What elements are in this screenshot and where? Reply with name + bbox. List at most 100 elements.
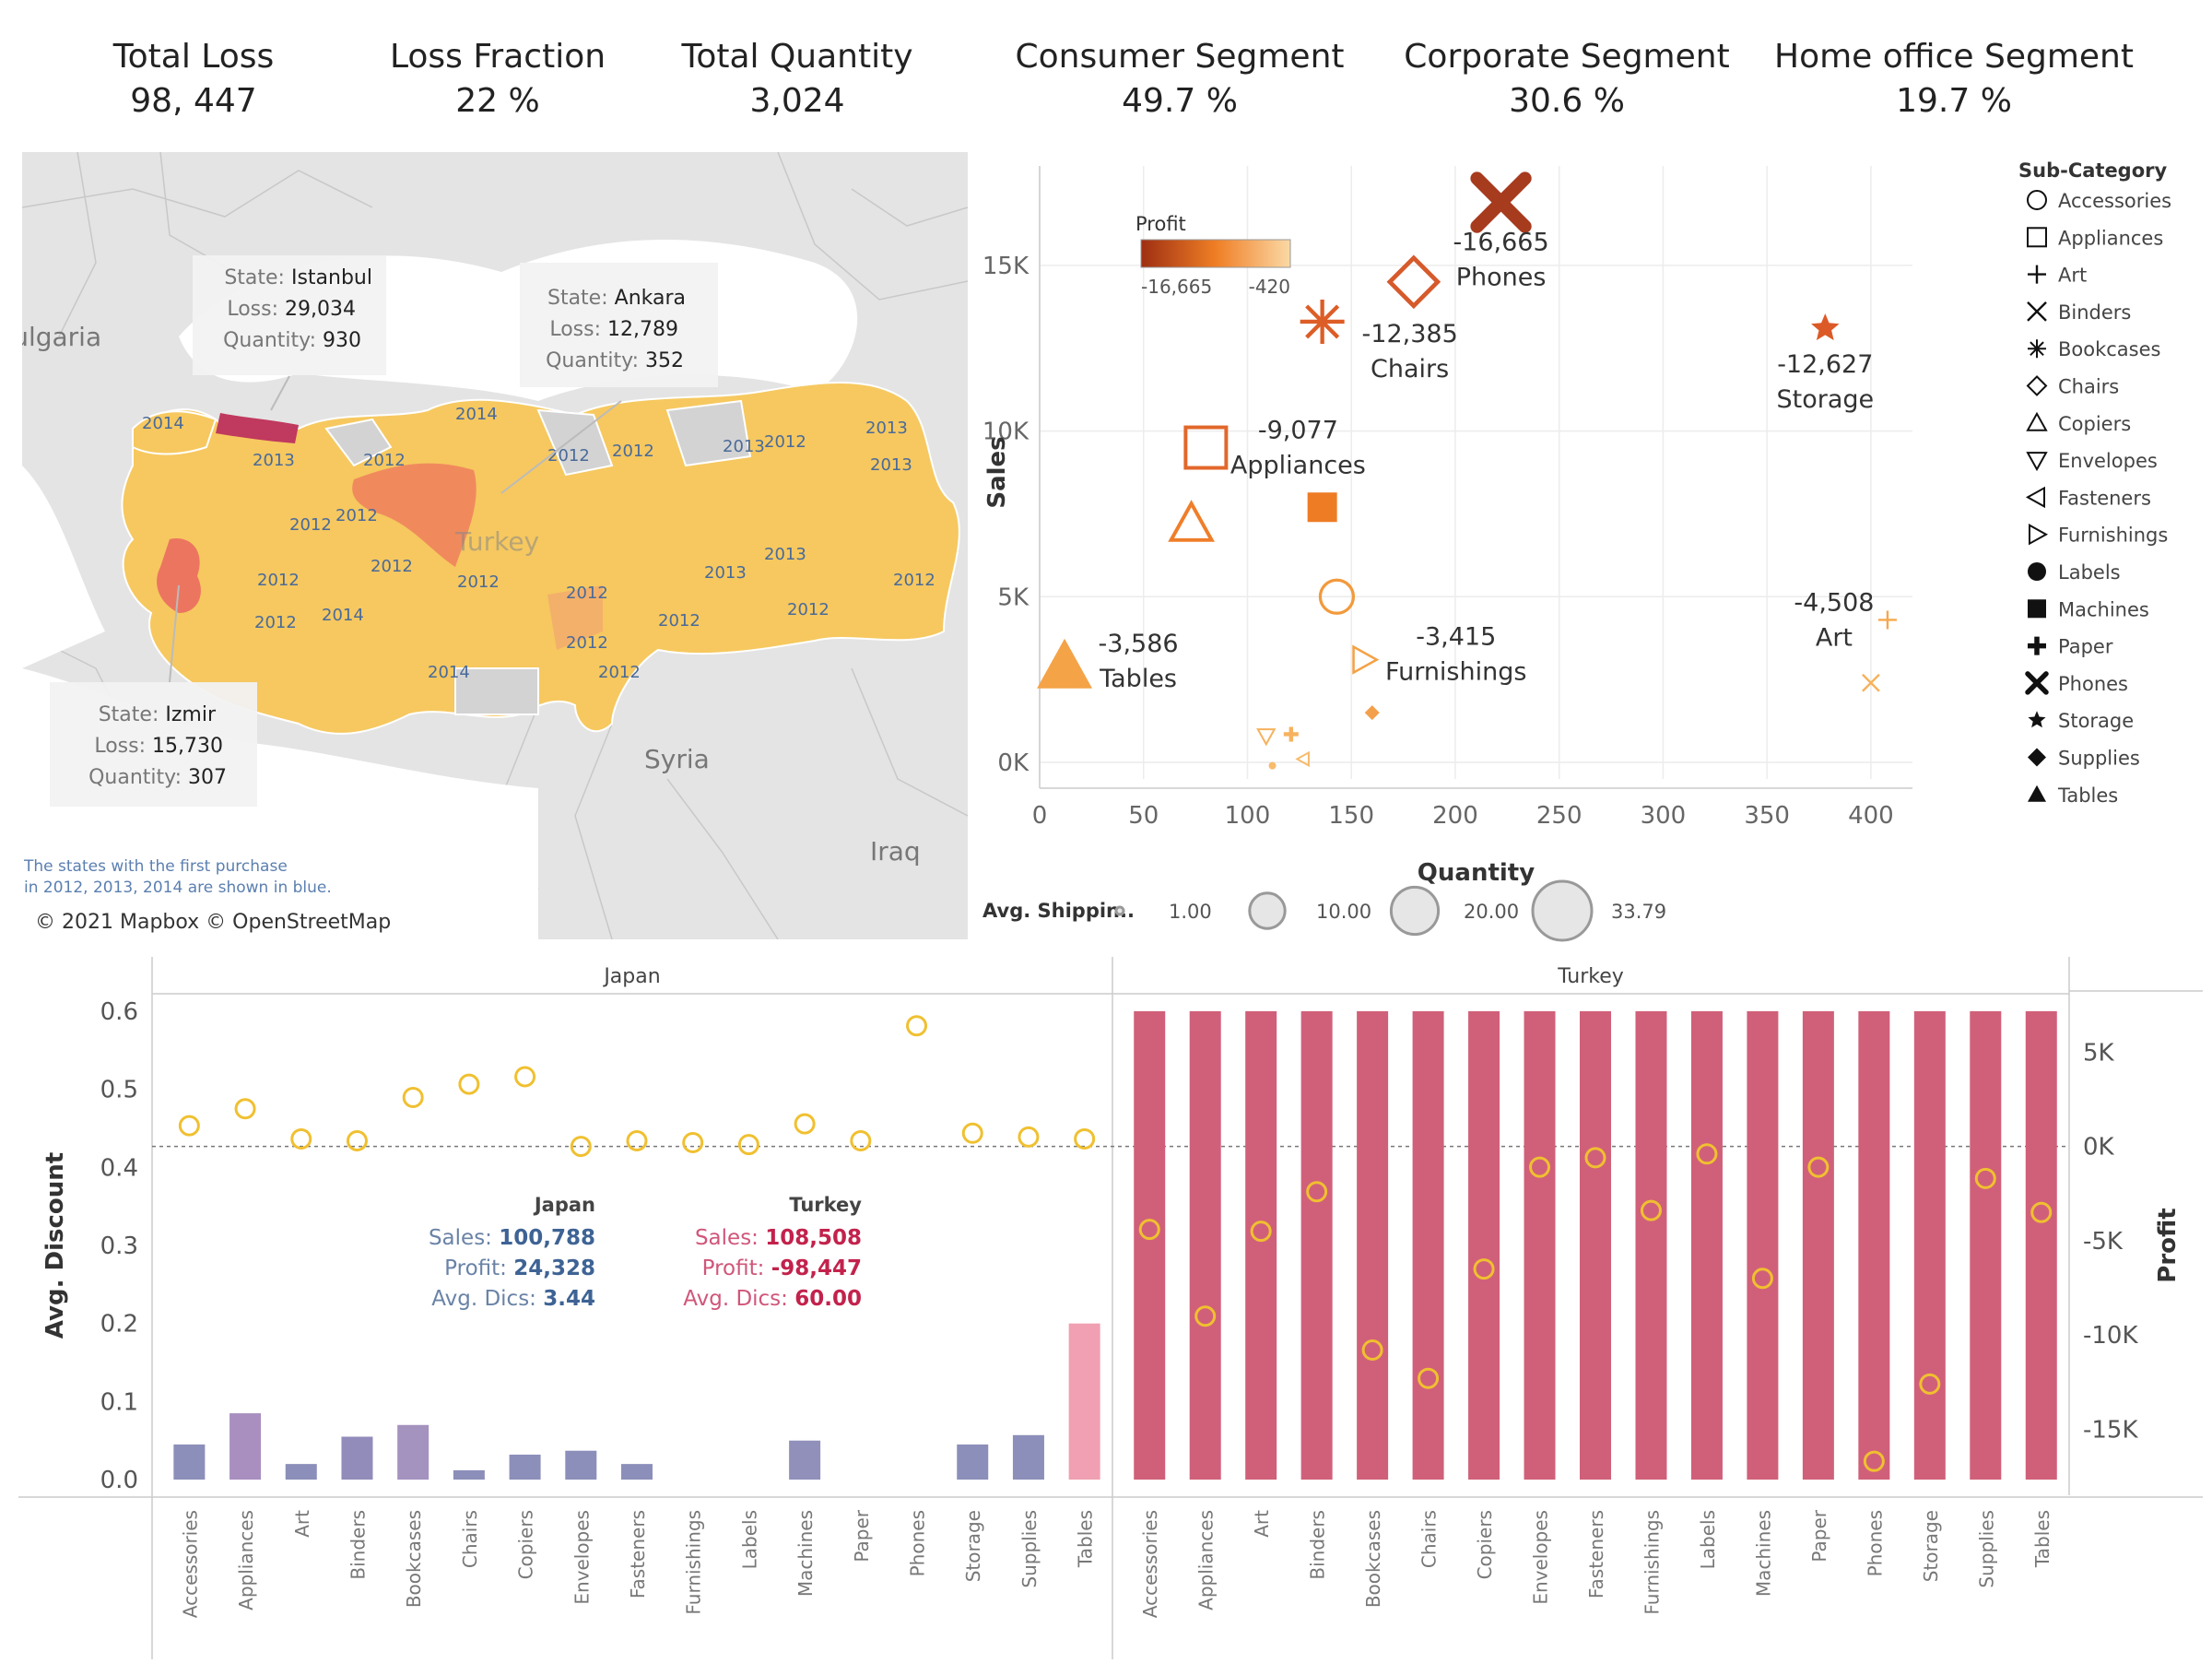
profit-marker-turkey-storage[interactable] [1919,1373,1941,1395]
province-izmir[interactable] [157,538,201,613]
province-adana[interactable] [547,585,603,650]
legend-marker-tables[interactable] [2028,784,2046,802]
legend-marker-storage[interactable] [2028,711,2046,728]
profit-marker-japan-envelopes[interactable] [570,1136,592,1158]
map-attribution[interactable]: © 2021 Mapbox © OpenStreetMap [35,911,391,934]
province-istanbul[interactable] [216,413,299,443]
point-paper[interactable] [1283,726,1299,742]
province-ankara[interactable] [352,463,477,567]
discount-bar-turkey-supplies[interactable] [1970,1010,2002,1480]
discount-bar-turkey-envelopes[interactable] [1524,1010,1556,1480]
discount-bar-turkey-appliances[interactable] [1189,1010,1221,1480]
profit-marker-turkey-fasteners[interactable] [1584,1147,1606,1169]
legend-marker-machines[interactable] [2028,599,2046,619]
legend-item-labels[interactable]: Labels [2028,561,2121,584]
legend-item-envelopes[interactable]: Envelopes [2026,450,2158,472]
point-machines[interactable] [1307,492,1337,523]
discount-bar-japan-storage[interactable] [957,1444,989,1480]
discount-bar-japan-appliances[interactable] [229,1413,262,1480]
point-chairs[interactable] [1386,254,1441,310]
legend-item-tables[interactable]: Tables [2028,784,2118,807]
legend-item-chairs[interactable]: Chairs [2026,375,2119,398]
point-accessories[interactable] [1318,578,1356,615]
point-bookcases[interactable] [1300,299,1345,344]
discount-bar-turkey-tables[interactable] [2025,1010,2057,1480]
province-gray[interactable] [536,408,614,477]
legend-item-appliances[interactable]: Appliances [2027,227,2163,249]
discount-bar-japan-art[interactable] [285,1464,317,1480]
legend-marker-furnishings[interactable] [2029,524,2049,546]
profit-marker-japan-fasteners[interactable] [626,1129,648,1151]
profit-marker-japan-bookcases[interactable] [402,1086,424,1108]
discount-bar-japan-machines[interactable] [789,1440,821,1480]
legend-item-machines[interactable]: Machines [2028,598,2149,620]
discount-bar-turkey-paper[interactable] [1802,1010,1834,1480]
profit-marker-turkey-tables[interactable] [2030,1201,2053,1223]
sales-quantity-scatter[interactable]: 0 50 100 150 200 250 300 350 400 0K 5K 10K 15K Quanti… [977,147,2212,949]
profit-marker-japan-tables[interactable] [1074,1127,1096,1150]
profit-marker-japan-labels[interactable] [737,1134,759,1156]
profit-marker-japan-machines[interactable] [794,1113,816,1135]
profit-marker-turkey-appliances[interactable] [1194,1305,1217,1327]
profit-marker-turkey-copiers[interactable] [1473,1258,1495,1280]
legend-item-bookcases[interactable]: Bookcases [2028,338,2160,360]
discount-bar-japan-chairs[interactable] [453,1469,485,1480]
profit-marker-turkey-phones[interactable] [1863,1450,1885,1472]
profit-marker-turkey-accessories[interactable] [1138,1219,1160,1241]
profit-marker-japan-storage[interactable] [961,1122,983,1144]
profit-marker-turkey-binders[interactable] [1306,1181,1328,1203]
discount-bar-japan-fasteners[interactable] [621,1464,653,1480]
discount-bar-turkey-accessories[interactable] [1134,1010,1166,1480]
legend-item-art[interactable]: Art [2028,265,2087,287]
legend-item-copiers[interactable]: Copiers [2026,411,2131,435]
discount-bar-turkey-machines[interactable] [1747,1010,1779,1480]
legend-marker-copiers[interactable] [2026,411,2048,431]
legend-item-storage[interactable]: Storage [2028,710,2134,732]
legend-marker-labels[interactable] [2028,562,2046,581]
profit-marker-turkey-bookcases[interactable] [1361,1339,1383,1362]
legend-marker-binders[interactable] [2027,301,2047,322]
discount-bar-turkey-art[interactable] [1245,1010,1277,1480]
profit-marker-turkey-paper[interactable] [1807,1156,1830,1178]
discount-bar-turkey-storage[interactable] [1913,1010,1946,1480]
point-supplies[interactable] [1364,705,1380,721]
legend-marker-art[interactable] [2028,265,2046,284]
legend-item-binders[interactable]: Binders [2027,301,2131,324]
thrace-region[interactable] [132,410,218,455]
discount-bar-japan-accessories[interactable] [173,1444,206,1480]
discount-bar-turkey-copiers[interactable] [1468,1010,1500,1480]
profit-marker-japan-binders[interactable] [346,1129,368,1151]
legend-marker-envelopes[interactable] [2026,452,2048,472]
discount-bar-japan-supplies[interactable] [1012,1434,1044,1480]
point-tables[interactable] [1037,638,1093,689]
discount-bar-japan-envelopes[interactable] [565,1450,597,1480]
profit-marker-japan-appliances[interactable] [234,1098,256,1120]
discount-bar-japan-tables[interactable] [1068,1323,1100,1480]
point-art[interactable] [1877,610,1897,630]
profit-marker-turkey-furnishings[interactable] [1640,1199,1662,1221]
map-canvas[interactable]: 2014 2013 2012 2012 2014 2012 2012 2013 … [22,152,968,939]
legend-marker-supplies[interactable] [2028,748,2046,767]
point-binders[interactable] [1862,673,1880,692]
point-envelopes[interactable] [1256,728,1277,747]
point-copiers[interactable] [1168,500,1215,542]
legend-marker-phones[interactable] [2025,671,2049,695]
point-fasteners[interactable] [1295,750,1310,768]
profit-marker-japan-accessories[interactable] [178,1115,200,1137]
discount-bar-japan-bookcases[interactable] [397,1424,429,1480]
profit-marker-japan-supplies[interactable] [1018,1126,1040,1148]
point-storage[interactable] [1811,313,1840,341]
legend-marker-bookcases[interactable] [2028,339,2046,359]
discount-bar-turkey-binders[interactable] [1300,1010,1333,1480]
point-furnishings[interactable] [1352,644,1380,675]
discount-bar-turkey-labels[interactable] [1690,1010,1723,1480]
profit-marker-turkey-art[interactable] [1250,1221,1272,1243]
discount-bar-japan-binders[interactable] [341,1436,373,1480]
profit-marker-japan-art[interactable] [290,1127,312,1150]
legend-item-phones[interactable]: Phones [2025,671,2128,695]
profit-marker-turkey-labels[interactable] [1696,1143,1718,1165]
profit-marker-turkey-chairs[interactable] [1418,1367,1440,1389]
discount-bar-japan-copiers[interactable] [509,1454,541,1480]
legend-marker-appliances[interactable] [2027,227,2047,248]
profit-marker-japan-furnishings[interactable] [682,1132,704,1154]
